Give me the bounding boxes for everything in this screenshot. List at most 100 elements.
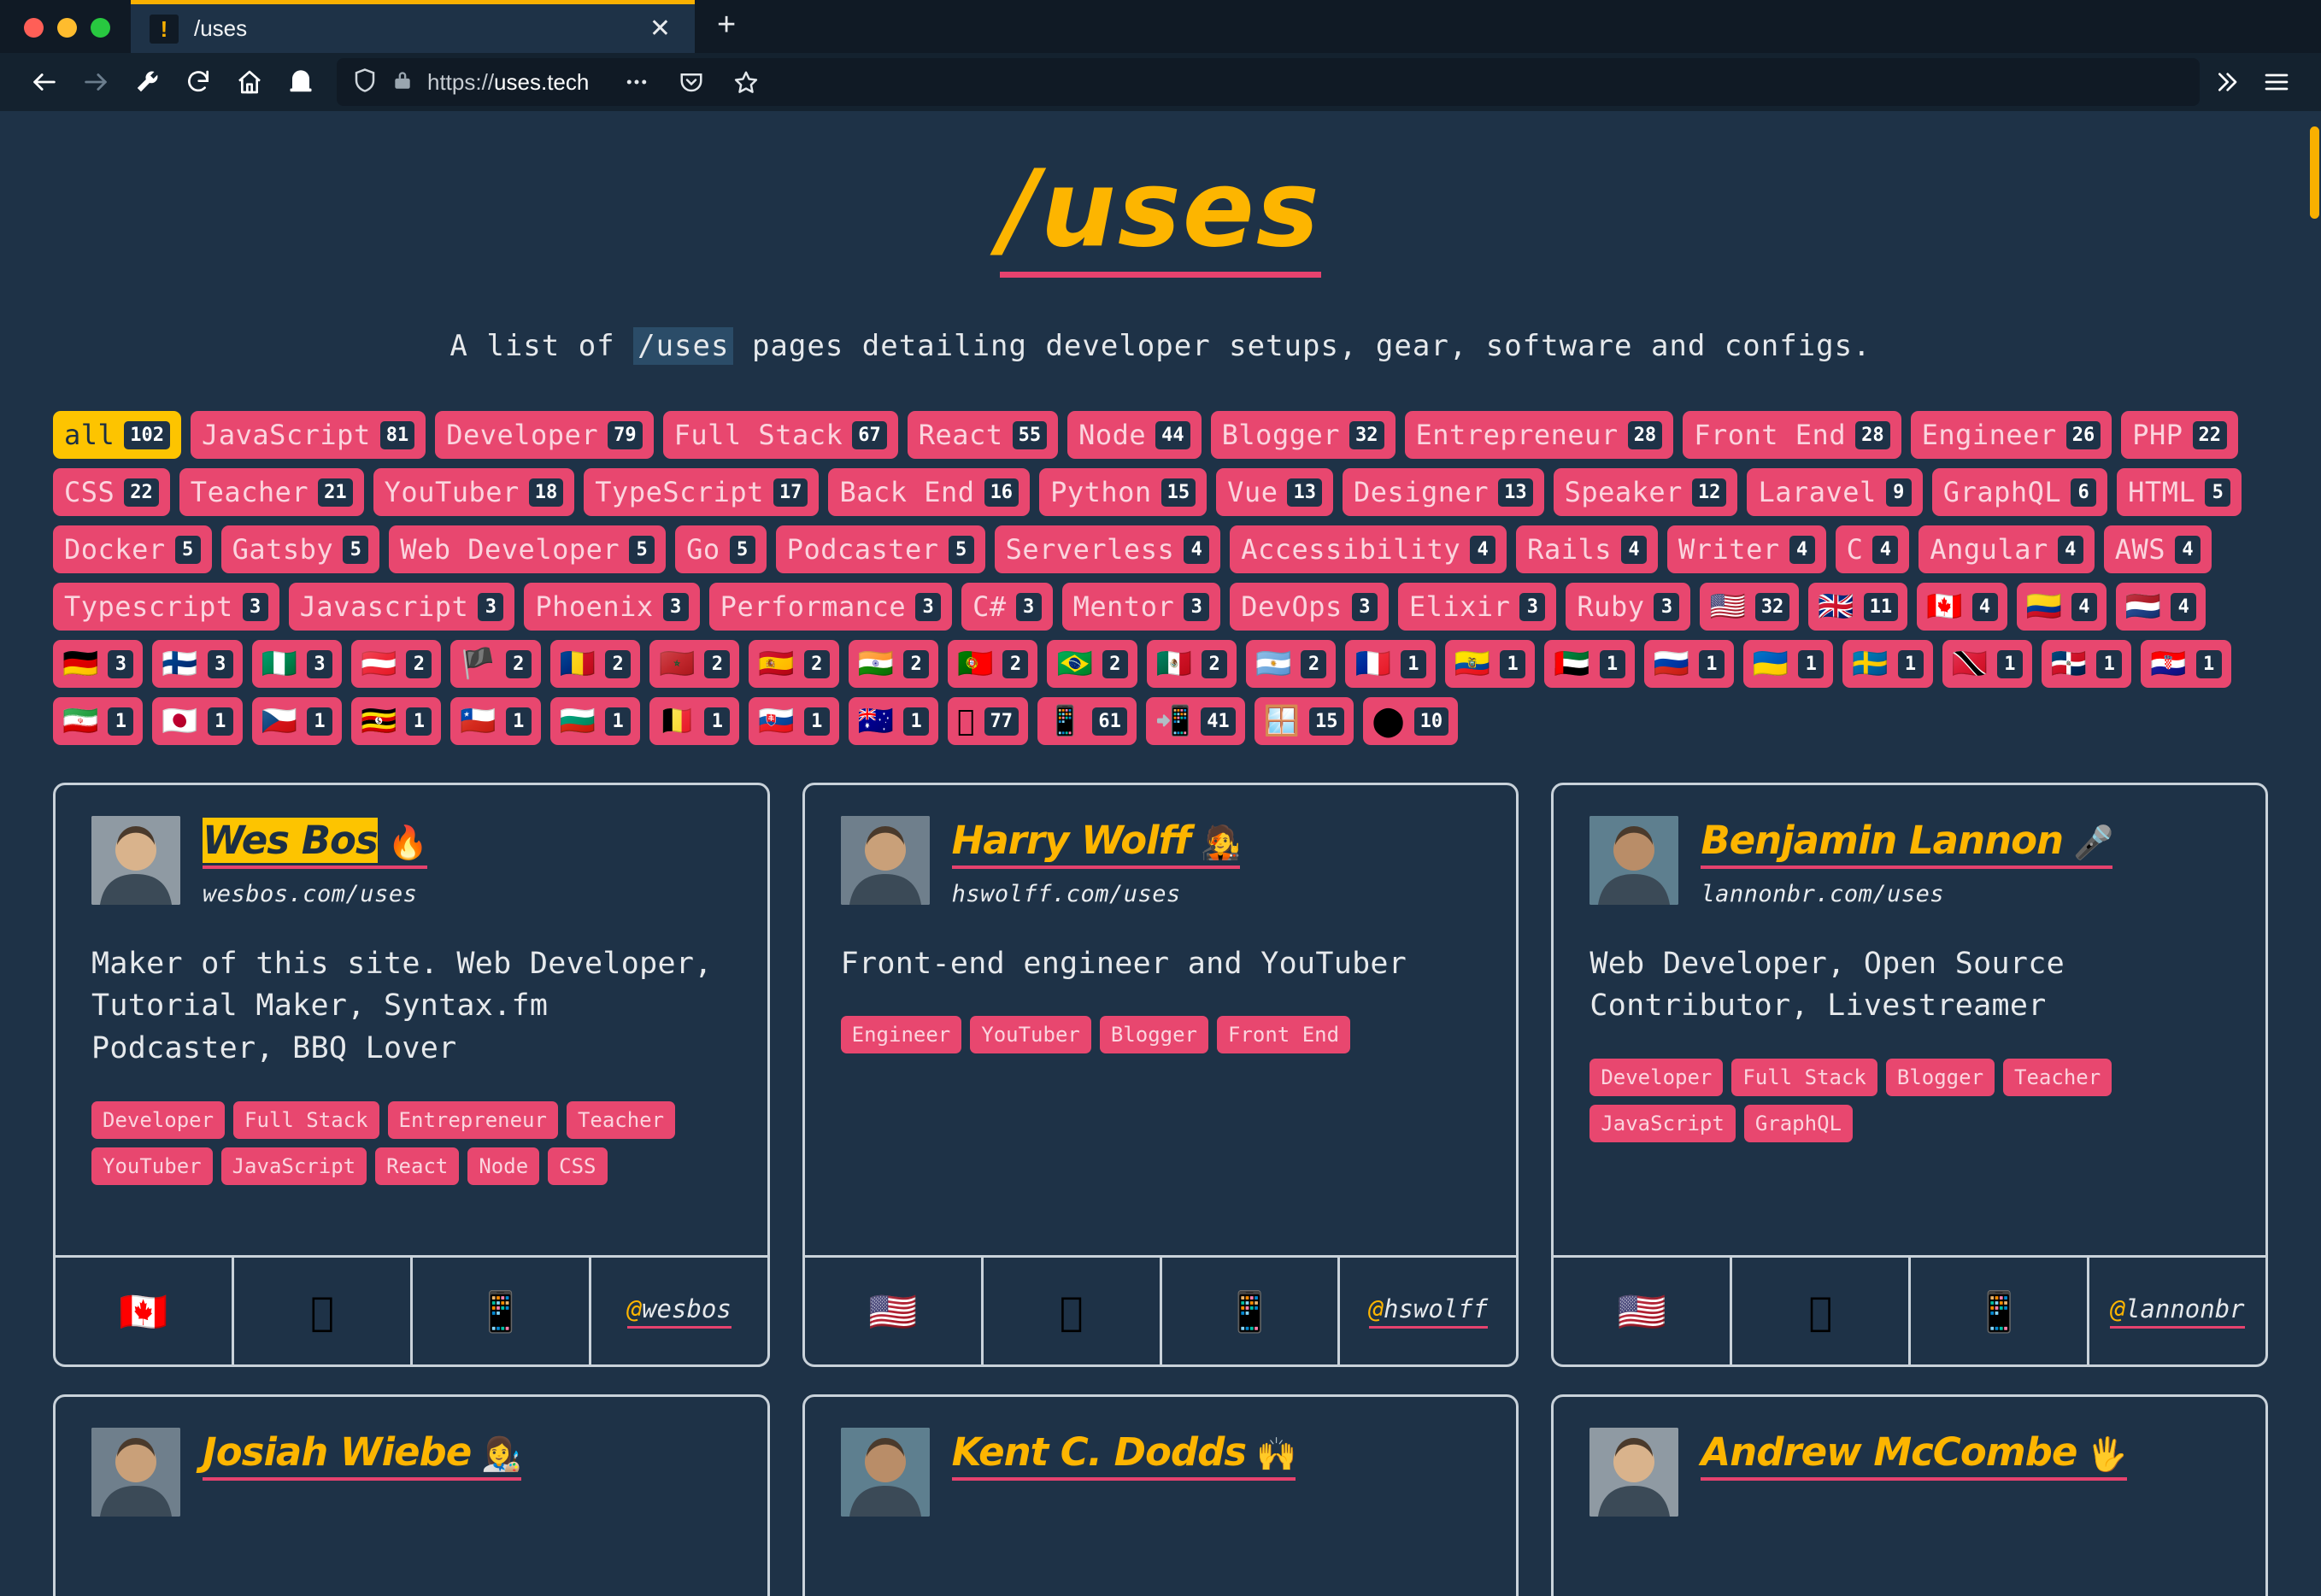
minimize-window-button[interactable] [57, 18, 77, 38]
flag-chile[interactable]: 🇨🇱 1 [450, 697, 541, 746]
profile-tag[interactable]: Engineer [840, 1016, 962, 1054]
profile-tag[interactable]: Front End [1217, 1016, 1351, 1054]
flag-canada[interactable]: 🇨🇦 4 [1917, 583, 2007, 631]
android-phone-icon[interactable]: 📲 41 [1145, 697, 1245, 746]
tag-filter[interactable]: C# 3 [961, 583, 1053, 631]
close-window-button[interactable] [24, 18, 44, 38]
ellipsis-icon[interactable] [611, 58, 662, 106]
reload-icon[interactable] [173, 58, 224, 106]
profile-tag[interactable]: GraphQL [1743, 1105, 1853, 1143]
tag-filter[interactable]: Web Developer 5 [389, 525, 667, 574]
profile-card[interactable]: Benjamin Lannon 🎤 lannonbr.com/uses Web Dev… [1551, 783, 2268, 1368]
profile-url[interactable]: wesbos.com/uses [203, 880, 418, 907]
profile-name-link[interactable]: Benjamin Lannon 🎤 [1701, 819, 2113, 869]
wrench-icon[interactable] [121, 58, 173, 106]
profile-tag[interactable]: Blogger [1099, 1016, 1208, 1054]
flag-bulgaria[interactable]: 🇧🇬 1 [549, 697, 641, 746]
ubuntu-logo-icon[interactable]: ⬤ 10 [1362, 697, 1459, 746]
tag-filter[interactable]: Docker 5 [53, 525, 212, 574]
flag-india[interactable]: 🇮🇳 2 [848, 640, 939, 689]
profile-tag[interactable]: Node [467, 1147, 540, 1185]
tag-filter[interactable]: GraphQL 6 [1931, 468, 2108, 517]
address-bar[interactable]: https://uses.tech [337, 58, 2200, 106]
tag-filter[interactable]: Vue 13 [1216, 468, 1333, 517]
social-handle-cell[interactable]: @hswolff [1340, 1258, 1516, 1364]
profile-tag[interactable]: YouTuber [970, 1016, 1091, 1054]
flag-netherlands[interactable]: 🇳🇱 4 [2115, 583, 2206, 631]
profile-tag[interactable]: JavaScript [220, 1147, 367, 1185]
tag-filter[interactable]: CSS 22 [53, 468, 170, 517]
library-icon[interactable] [275, 58, 326, 106]
profile-card[interactable]: Josiah Wiebe 👩‍🎨 [53, 1394, 770, 1596]
flag-sweden[interactable]: 🇸🇪 1 [1842, 640, 1933, 689]
tag-filter[interactable]: TypeScript 17 [584, 468, 820, 517]
flag-mexico[interactable]: 🇲🇽 2 [1146, 640, 1237, 689]
tag-filter[interactable]: Full Stack 67 [662, 411, 898, 460]
tag-filter[interactable]: Podcaster 5 [775, 525, 985, 574]
tag-filter[interactable]: Teacher 21 [179, 468, 364, 517]
tag-filter[interactable]: Serverless 4 [994, 525, 1221, 574]
profile-name-link[interactable]: Josiah Wiebe 👩‍🎨 [203, 1431, 522, 1481]
flag-czech-republic[interactable]: 🇨🇿 1 [251, 697, 343, 746]
profile-url[interactable]: hswolff.com/uses [951, 880, 1181, 907]
tag-filter[interactable]: Gatsby 5 [220, 525, 380, 574]
forward-arrow-icon[interactable] [70, 58, 121, 106]
flag-united-kingdom[interactable]: 🇬🇧 11 [1808, 583, 1908, 631]
flag-colombia[interactable]: 🇨🇴 4 [2016, 583, 2107, 631]
flag-spain[interactable]: 🇪🇸 2 [749, 640, 839, 689]
social-handle[interactable]: @hswolff [1368, 1294, 1489, 1329]
tag-filter[interactable]: Laravel 9 [1747, 468, 1923, 517]
tag-filter[interactable]: Blogger 32 [1210, 411, 1396, 460]
home-icon[interactable] [224, 58, 275, 106]
tag-filter[interactable]: Javascript 3 [288, 583, 515, 631]
flag-argentina[interactable]: 🇦🇷 2 [1246, 640, 1337, 689]
flag-portugal[interactable]: 🇵🇹 2 [948, 640, 1038, 689]
profile-card[interactable]: Kent C. Dodds 🙌 [802, 1394, 1519, 1596]
profile-tag[interactable]: Teacher [566, 1100, 676, 1139]
flag-france[interactable]: 🇫🇷 1 [1345, 640, 1436, 689]
tag-filter[interactable]: JavaScript 81 [191, 411, 426, 460]
profile-tag[interactable]: Full Stack [1731, 1059, 1877, 1097]
chevrons-icon[interactable] [2200, 58, 2251, 106]
flag-iran[interactable]: 🇮🇷 1 [53, 697, 144, 746]
flag-nigeria[interactable]: 🇳🇬 3 [251, 640, 343, 689]
apple-logo-icon[interactable]:  77 [948, 697, 1028, 746]
flag-united-arab-emirates[interactable]: 🇦🇪 1 [1544, 640, 1635, 689]
pocket-icon[interactable] [666, 58, 717, 106]
social-handle[interactable]: @wesbos [626, 1294, 732, 1329]
profile-tag[interactable]: CSS [548, 1147, 608, 1185]
page-scrollbar[interactable] [2307, 111, 2321, 1596]
flag-trinidad-and-tobago[interactable]: 🇹🇹 1 [1942, 640, 2032, 689]
flag-ukraine[interactable]: 🇺🇦 1 [1742, 640, 1834, 689]
tag-filter[interactable]: React 55 [907, 411, 1059, 460]
tag-filter[interactable]: Writer 4 [1667, 525, 1826, 574]
shield-icon[interactable] [352, 67, 378, 97]
profile-name-link[interactable]: Wes Bos 🔥 [203, 818, 428, 869]
tag-filter[interactable]: Front End 28 [1683, 411, 1901, 460]
windows-logo-icon[interactable]: 🪟 15 [1254, 697, 1354, 746]
profile-name-link[interactable]: Harry Wolff 🧑‍🎤 [951, 819, 1241, 869]
maximize-window-button[interactable] [91, 18, 110, 38]
tag-filter[interactable]: Engineer 26 [1910, 411, 2112, 460]
flag-austria[interactable]: 🇦🇹 2 [351, 640, 442, 689]
tag-filter[interactable]: Node 44 [1067, 411, 1202, 460]
tag-filter[interactable]: Typescript 3 [53, 583, 279, 631]
tag-filter[interactable]: Performance 3 [708, 583, 953, 631]
flag-belgium[interactable]: 🇧🇪 1 [649, 697, 740, 746]
profile-tag[interactable]: Entrepreneur [387, 1100, 558, 1139]
tag-filter[interactable]: PHP 22 [2121, 411, 2238, 460]
profile-tag[interactable]: YouTuber [91, 1147, 213, 1185]
browser-tab[interactable]: ! /uses ✕ [131, 0, 695, 53]
social-handle-cell[interactable]: @lannonbr [2089, 1258, 2265, 1364]
tag-filter[interactable]: Developer 79 [435, 411, 654, 460]
profile-url[interactable]: lannonbr.com/uses [1701, 880, 1945, 907]
star-icon[interactable] [720, 58, 772, 106]
tag-filter[interactable]: Go 5 [675, 525, 767, 574]
flag-ecuador[interactable]: 🇪🇨 1 [1444, 640, 1536, 689]
tag-filter[interactable]: Elixir 3 [1397, 583, 1557, 631]
social-handle[interactable]: @lannonbr [2110, 1294, 2245, 1329]
tag-filter[interactable]: Ruby 3 [1566, 583, 1691, 631]
flag-dominican-republic[interactable]: 🇩🇴 1 [2041, 640, 2132, 689]
flag-germany[interactable]: 🇩🇪 3 [53, 640, 144, 689]
